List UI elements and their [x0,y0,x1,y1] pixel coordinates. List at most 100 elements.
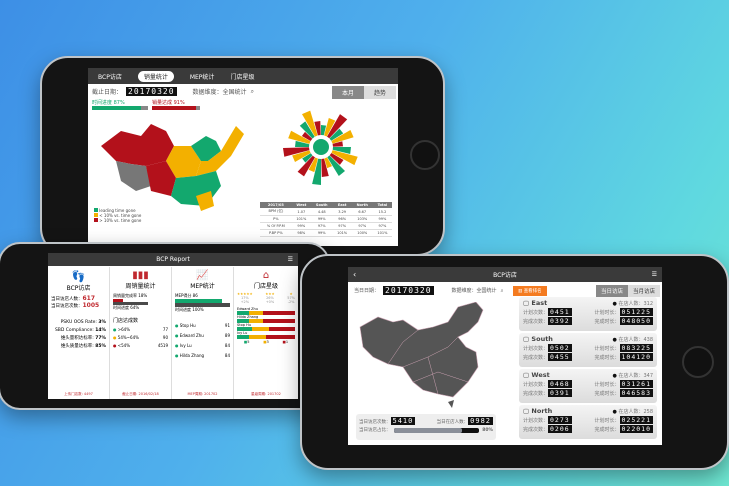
done-time-value: 104120 [619,353,653,361]
region-card-east[interactable]: ▢ East ● 在店人数：312 计划次数： 0451 计划时长： 051225 完成… [519,297,657,331]
radial-segment [308,157,318,173]
person-name: Stop Hu [179,323,196,328]
tab-bcp[interactable]: BCP访店 [98,73,122,81]
stars-change: +0% [265,300,275,304]
region-name: East [531,299,548,307]
visitors-value: 617 [82,295,96,302]
china-sales-map[interactable] [96,116,246,216]
radial-chart[interactable] [278,104,364,190]
tab-sales[interactable]: 销量统计 [137,70,174,82]
legend-item: 3 [266,340,269,344]
done-value: 0392 [548,317,572,325]
plan-time-value: 031261 [619,380,653,388]
table-cell: 101% [337,231,348,235]
header-cell: East [337,203,347,207]
radial-segment [302,153,313,163]
table-cell: 99% [378,217,387,221]
done-time-label: 完成时长： [594,319,620,325]
store-count-heading: 门店达成数 [113,318,139,324]
dimension-label: 数据维度：全国统计 [192,89,247,96]
done-time-label: 完成时长： [594,427,620,433]
legend-red: > 10% vs. time gone [99,218,142,223]
person-name: Ivy Lu [179,343,192,348]
region-count: 在店人数：347 [618,372,653,379]
legend-green: leading time gone [99,208,136,213]
done-value: 0391 [548,389,572,397]
done-label: 完成次数： [523,391,549,397]
dimension-label: 数据维度：全国统计 [451,288,497,294]
today-toggle[interactable]: 当日访店 [595,285,628,297]
region-card-west[interactable]: ▢ West ● 在店人数：347 计划次数： 0468 计划时长： 031261 完成… [519,369,657,403]
rank-button[interactable]: ▥ 查看排名 [513,286,547,296]
person-score: 84 [224,353,230,358]
kpi-value: 3% [98,320,106,325]
store-stars-card[interactable]: ⌂ 门店星级 ★★★★★ 17% +2% ★★★ 26% +0% ★ 57% -2% Edw… [234,267,298,399]
month-toggle[interactable]: 本月 [331,86,364,99]
card-footer: 截止日期: 2016/02/18 [122,392,159,396]
tab-mep[interactable]: MEP统计 [189,73,215,81]
search-icon[interactable]: ⌕ [500,287,504,294]
tab-stars[interactable]: 门店星级 [230,73,255,81]
header-cell: North [356,203,368,207]
radial-segment [314,121,321,136]
person-name: Ivy Lu [237,331,248,335]
date-value[interactable]: 20170320 [126,87,177,96]
plan-time-value: 083225 [619,344,653,352]
region-icon: ▢ [523,371,530,379]
growth-chart-icon: 📈 [196,270,209,281]
china-visit-map[interactable] [358,302,498,412]
trend-toggle[interactable]: 趋势 [363,86,396,99]
home-button [410,140,440,170]
plan-value: 0273 [548,416,572,424]
table-cell: 100% [357,231,368,235]
plan-time-label: 计划时长： [594,418,620,424]
bcp-visit-card[interactable]: 👣 BCP访店 当日访店人数：617 当日访店次数：1005 PSKU OOS … [48,267,110,399]
table-cell: 97% [338,224,347,228]
person-name: Stop Hu [237,323,251,327]
menu-icon[interactable]: ☰ [651,271,657,278]
radial-segment [321,125,327,136]
table-cell: 96% [338,217,347,221]
weekly-sales-card[interactable]: ▮▮▮ 周销量统计 周销量完成率 18% 时间进度 64% 门店达成数 ● >6… [110,267,172,399]
table-cell: 99% [317,231,326,235]
back-icon[interactable]: ‹ [353,270,357,279]
table-row: P% 101% 99% 96% 103% 99% [260,216,392,223]
done-time-label: 完成时长： [594,391,620,397]
kpi-label: PSKU OOS Rate: [60,320,97,325]
region-name: West [531,371,550,379]
kpi-value: 85% [95,344,106,349]
table-cell: 101% [296,217,307,221]
visits-value: 1005 [82,302,100,309]
region-card-south[interactable]: ▢ South ● 在店人数：438 计划次数： 0502 计划时长： 083225 完… [519,333,657,367]
sales-screen: BCP访店 销量统计 MEP统计 门店星级 截止日期： 20170320 数据维… [88,68,398,246]
card-title: 门店星级 [253,283,278,290]
range-count: 77 [162,327,168,332]
stars-5: ★★★★★ [237,292,253,296]
region-card-north[interactable]: ▢ North ● 在店人数：258 计划次数： 0273 计划时长： 025221 完… [519,405,657,439]
radial-segment [301,131,313,141]
report-title: BCP Report [156,256,190,263]
rate-value: 80% [482,427,493,433]
radial-segment [331,130,354,144]
done-label: 完成次数： [523,427,549,433]
radial-segment [324,118,336,137]
date-value[interactable]: 20170320 [383,286,434,295]
legend-item: 5 [247,340,250,344]
done-value: 0206 [548,425,572,433]
search-icon[interactable]: ⌕ [250,87,254,95]
menu-icon[interactable]: ☰ [287,256,293,263]
store-icon: ⌂ [262,270,270,281]
radial-segment [331,150,358,166]
rank-label: 查看排名 [523,289,542,294]
month-toggle[interactable]: 当月访店 [627,285,660,297]
table-cell: 97% [378,224,387,228]
table-cell: % Of P.P.M [266,224,285,228]
kpi-label: 维头质量达标率: [60,344,94,349]
legend-item: 1 [285,340,289,344]
table-cell: 3.29 [338,209,347,214]
kpi-label: 维头量积达标率: [60,336,94,341]
mep-card[interactable]: 📈 MEP统计 MEP得分 86 时间进度 100% ● Stop Hu 91 ●… [172,267,234,399]
done-time-value: 022010 [619,425,653,433]
plan-value: 0502 [548,344,572,352]
people-value: 0982 [468,417,493,425]
